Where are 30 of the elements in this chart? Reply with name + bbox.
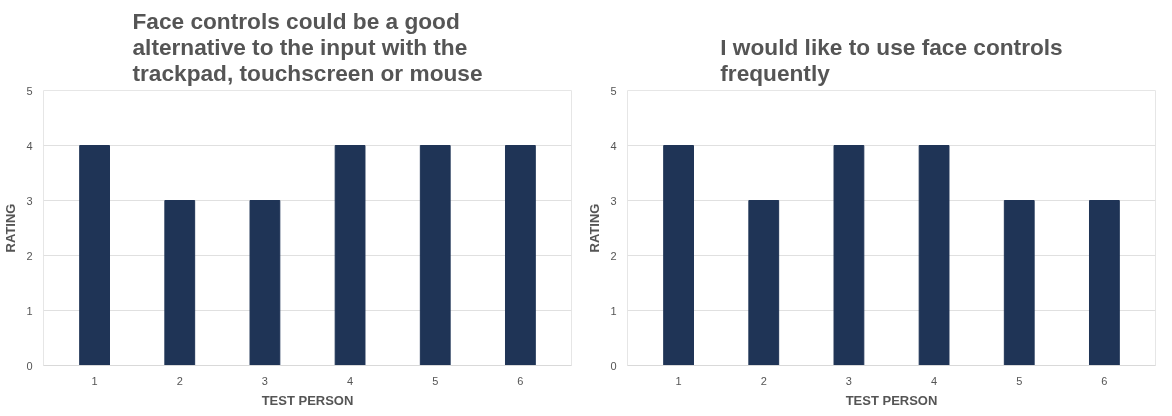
y-tick-label: 2: [26, 249, 33, 262]
x-axis-title: TEST PERSON: [845, 392, 938, 408]
y-tick-label: 4: [610, 139, 617, 152]
y-tick-label: 2: [610, 249, 617, 262]
y-tick-label: 3: [610, 194, 617, 207]
x-tick-label: 1: [91, 374, 98, 387]
x-tick-label: 2: [176, 374, 183, 387]
chart-title: I would like to use face controls frequently: [720, 33, 1063, 86]
x-tick-label: 5: [1016, 374, 1023, 387]
x-tick-label: 5: [432, 374, 439, 387]
x-tick-label: 1: [675, 374, 682, 387]
x-tick-label: 4: [347, 374, 354, 387]
x-axis-title: TEST PERSON: [261, 392, 354, 408]
x-tick-label: 3: [845, 374, 852, 387]
y-tick-label: 3: [26, 194, 33, 207]
y-tick-label: 1: [610, 304, 617, 317]
y-tick-label: 5: [610, 84, 617, 97]
y-axis-title: RATING: [587, 203, 603, 253]
chart-title: Face controls could be a good alternative to the input with the trackpad, touchscreen or mouse: [132, 7, 483, 86]
x-tick-label: 3: [261, 374, 268, 387]
y-tick-label: 0: [26, 359, 33, 372]
x-tick-label: 4: [931, 374, 938, 387]
y-tick-label: 0: [610, 359, 617, 372]
y-tick-label: 5: [26, 84, 33, 97]
y-tick-label: 4: [26, 139, 33, 152]
x-tick-label: 6: [1101, 374, 1108, 387]
x-tick-label: 6: [517, 374, 524, 387]
y-axis-title: RATING: [3, 203, 19, 253]
y-tick-label: 1: [26, 304, 33, 317]
x-tick-label: 2: [760, 374, 767, 387]
